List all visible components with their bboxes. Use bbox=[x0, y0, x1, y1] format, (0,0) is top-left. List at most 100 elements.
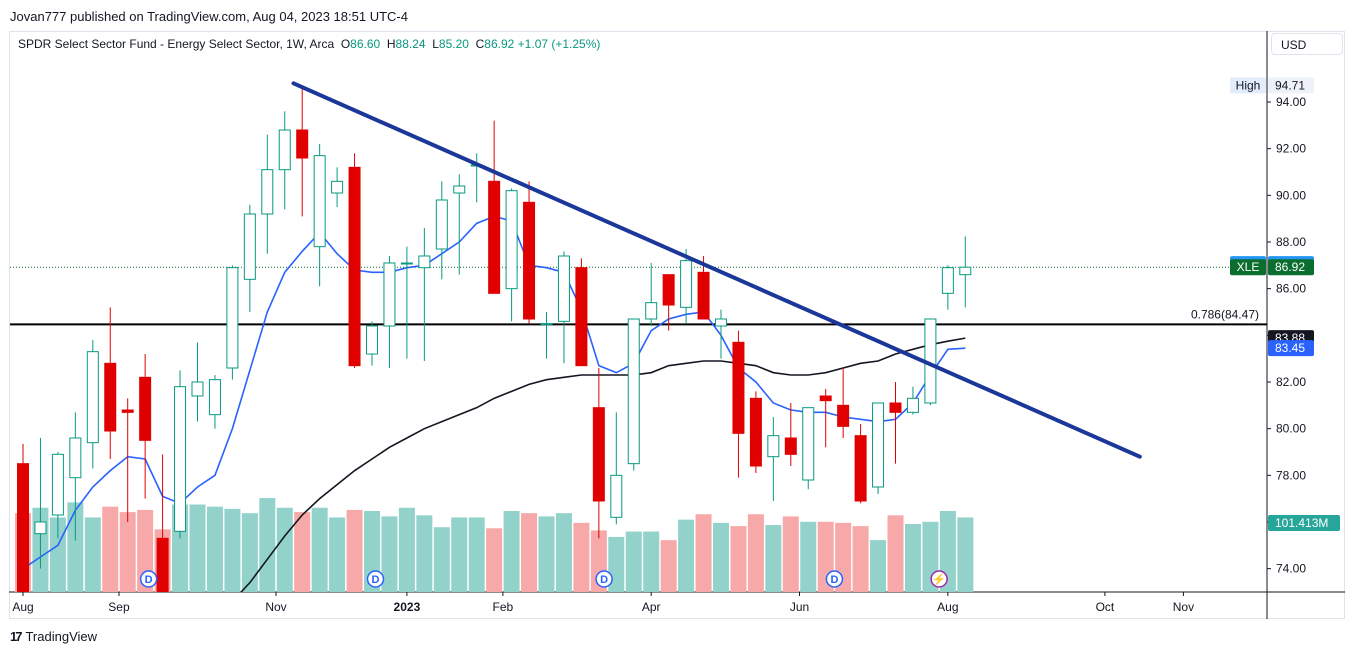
candle-down bbox=[296, 129, 309, 159]
price-tick-label: 78.00 bbox=[1276, 468, 1306, 482]
candle-down bbox=[488, 180, 501, 294]
candle-up bbox=[872, 402, 885, 488]
volume-bar bbox=[870, 540, 887, 592]
volume-bar bbox=[416, 515, 433, 592]
volume-bar bbox=[276, 507, 293, 592]
price-tick-label: 82.00 bbox=[1276, 375, 1306, 389]
volume-bar bbox=[346, 509, 363, 592]
time-tick-label: Sep bbox=[108, 600, 130, 614]
symbol-title: SPDR Select Sector Fund - Energy Select … bbox=[18, 37, 335, 51]
candle-up bbox=[715, 318, 727, 327]
candle-up bbox=[34, 521, 47, 535]
volume-bar bbox=[67, 502, 84, 592]
candle-up bbox=[505, 190, 518, 290]
candle-down bbox=[17, 463, 29, 592]
ohlc-low: L85.20 bbox=[428, 37, 469, 51]
price-tag-label: High bbox=[1236, 78, 1261, 92]
price-tag-bg bbox=[1268, 340, 1314, 357]
candle-down bbox=[156, 537, 169, 592]
candle-up bbox=[767, 435, 780, 458]
volume-bar bbox=[119, 512, 136, 592]
price-tick-label: 86.00 bbox=[1276, 282, 1306, 296]
volume-bar bbox=[451, 517, 468, 592]
volume-bar bbox=[904, 523, 921, 592]
volume-bar bbox=[747, 514, 764, 592]
price-change: +1.07 (+1.25%) bbox=[517, 37, 601, 51]
candle-up bbox=[86, 351, 99, 444]
dividend-badge bbox=[366, 570, 385, 588]
volume-bar bbox=[695, 514, 712, 592]
candle-down bbox=[523, 201, 536, 320]
symbol-legend: SPDR Select Sector Fund - Energy Select … bbox=[18, 37, 600, 51]
ma-slow-line bbox=[240, 337, 966, 592]
publisher-line: Jovan777 published on TradingView.com, A… bbox=[10, 9, 408, 24]
price-tag-value: 94.71 bbox=[1275, 78, 1305, 92]
volume-bar bbox=[503, 511, 520, 592]
volume-bar bbox=[625, 531, 642, 592]
earnings-badge bbox=[930, 570, 948, 588]
volume-bar bbox=[800, 521, 817, 592]
chart-frame bbox=[9, 31, 1345, 619]
volume-bar bbox=[468, 517, 485, 592]
volume-bar bbox=[224, 508, 241, 592]
volume-bar bbox=[852, 526, 869, 592]
candle-down bbox=[819, 395, 832, 402]
candle-up bbox=[208, 379, 221, 416]
price-tag-bg bbox=[1268, 77, 1314, 94]
volume-bar bbox=[643, 531, 660, 592]
candle-up bbox=[51, 453, 64, 516]
candle-up bbox=[610, 474, 623, 518]
candle-up bbox=[313, 155, 326, 248]
volume-bar bbox=[538, 516, 555, 592]
candle-up bbox=[540, 323, 553, 326]
tradingview-logo[interactable]: 17 TradingView bbox=[10, 629, 97, 644]
volume-bar bbox=[84, 517, 101, 592]
price-tag-value: 101.413M bbox=[1275, 516, 1328, 530]
volume-bar bbox=[398, 507, 415, 592]
candle-up bbox=[243, 213, 256, 280]
dividend-badge bbox=[825, 570, 844, 588]
candle-down bbox=[749, 397, 762, 467]
dividend-badge-label: D bbox=[145, 574, 153, 586]
dividend-badge bbox=[139, 570, 158, 588]
earnings-badge-label: ⚡ bbox=[932, 573, 946, 586]
candle-up bbox=[366, 325, 378, 355]
candle-down bbox=[854, 435, 867, 502]
candle-down bbox=[575, 267, 588, 367]
ohlc-high: H88.24 bbox=[383, 37, 426, 51]
fib-level-label: 0.786(84.47) bbox=[1191, 307, 1259, 321]
candle-up bbox=[941, 267, 954, 294]
volume-bar bbox=[259, 498, 276, 592]
price-tick-label: 74.00 bbox=[1276, 562, 1306, 576]
volume-bar bbox=[294, 512, 311, 592]
candle-up bbox=[435, 199, 448, 250]
candle-down bbox=[732, 341, 745, 434]
price-tick-label: 94.00 bbox=[1276, 95, 1306, 109]
price-tag-bg bbox=[1268, 259, 1314, 276]
candle-up bbox=[69, 437, 82, 479]
volume-bar bbox=[102, 506, 119, 592]
volume-bar bbox=[573, 522, 590, 592]
currency-button[interactable]: USD bbox=[1271, 33, 1343, 55]
price-tick-label: 92.00 bbox=[1276, 142, 1306, 156]
volume-bar bbox=[311, 507, 328, 592]
price-tag-value: 86.92 bbox=[1275, 260, 1305, 274]
candle-up bbox=[418, 255, 431, 269]
volume-bar bbox=[782, 516, 799, 592]
price-tick-label: 80.00 bbox=[1276, 422, 1306, 436]
time-tick-label: Aug bbox=[937, 600, 958, 614]
candle-up bbox=[174, 386, 187, 532]
candle-up bbox=[557, 255, 570, 322]
volume-bar bbox=[887, 515, 904, 592]
candle-down bbox=[121, 409, 134, 413]
candle-up bbox=[627, 318, 640, 465]
time-tick-label: 2023 bbox=[394, 600, 421, 614]
dividend-badge bbox=[595, 570, 613, 588]
candle-down bbox=[592, 407, 605, 502]
plot-area: D D D D ⚡ bbox=[10, 81, 1267, 592]
candle-down bbox=[348, 166, 361, 367]
candle-down bbox=[104, 362, 117, 432]
dividend-badge-label: D bbox=[372, 574, 380, 586]
volume-bar bbox=[730, 526, 747, 592]
